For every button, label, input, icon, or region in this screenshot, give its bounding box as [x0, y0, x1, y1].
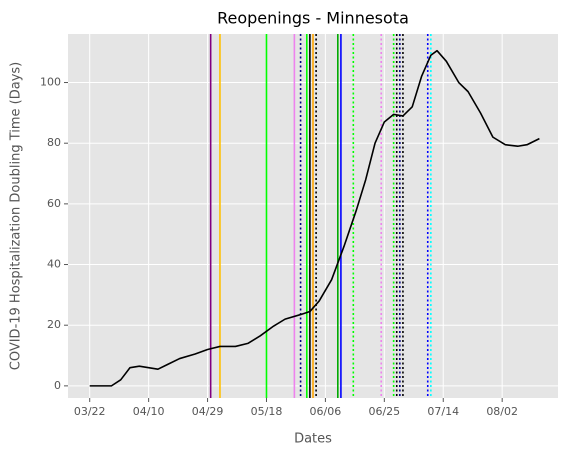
x-tick-label: 06/25 [368, 405, 400, 418]
x-tick-label: 06/06 [310, 405, 342, 418]
x-tick-label: 08/02 [486, 405, 518, 418]
x-tick-label: 03/22 [74, 405, 106, 418]
chart-title: Reopenings - Minnesota [217, 9, 409, 28]
y-tick-label: 80 [47, 136, 61, 149]
y-tick-label: 60 [47, 197, 61, 210]
x-tick-label: 05/18 [251, 405, 283, 418]
y-tick-label: 40 [47, 258, 61, 271]
data-line [89, 49, 540, 387]
y-tick-label: 20 [47, 318, 61, 331]
x-tick-label: 04/10 [133, 405, 165, 418]
x-axis-label: Dates [294, 432, 332, 447]
y-axis-label: COVID-19 Hospitalization Doubling Time (… [9, 62, 24, 371]
x-tick-label: 07/14 [427, 405, 459, 418]
y-tick-label: 0 [54, 379, 61, 392]
x-tick-label: 04/29 [192, 405, 224, 418]
y-tick-label: 100 [40, 76, 61, 89]
